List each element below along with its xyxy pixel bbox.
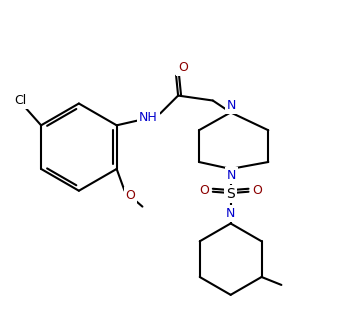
Text: S: S (226, 187, 235, 201)
Text: O: O (199, 184, 209, 197)
Text: O: O (252, 184, 262, 197)
Text: N: N (227, 169, 236, 182)
Text: O: O (178, 61, 188, 74)
Text: N: N (227, 99, 236, 112)
Text: O: O (126, 189, 135, 202)
Text: NH: NH (139, 111, 158, 124)
Text: Cl: Cl (14, 94, 26, 107)
Text: N: N (226, 207, 235, 220)
